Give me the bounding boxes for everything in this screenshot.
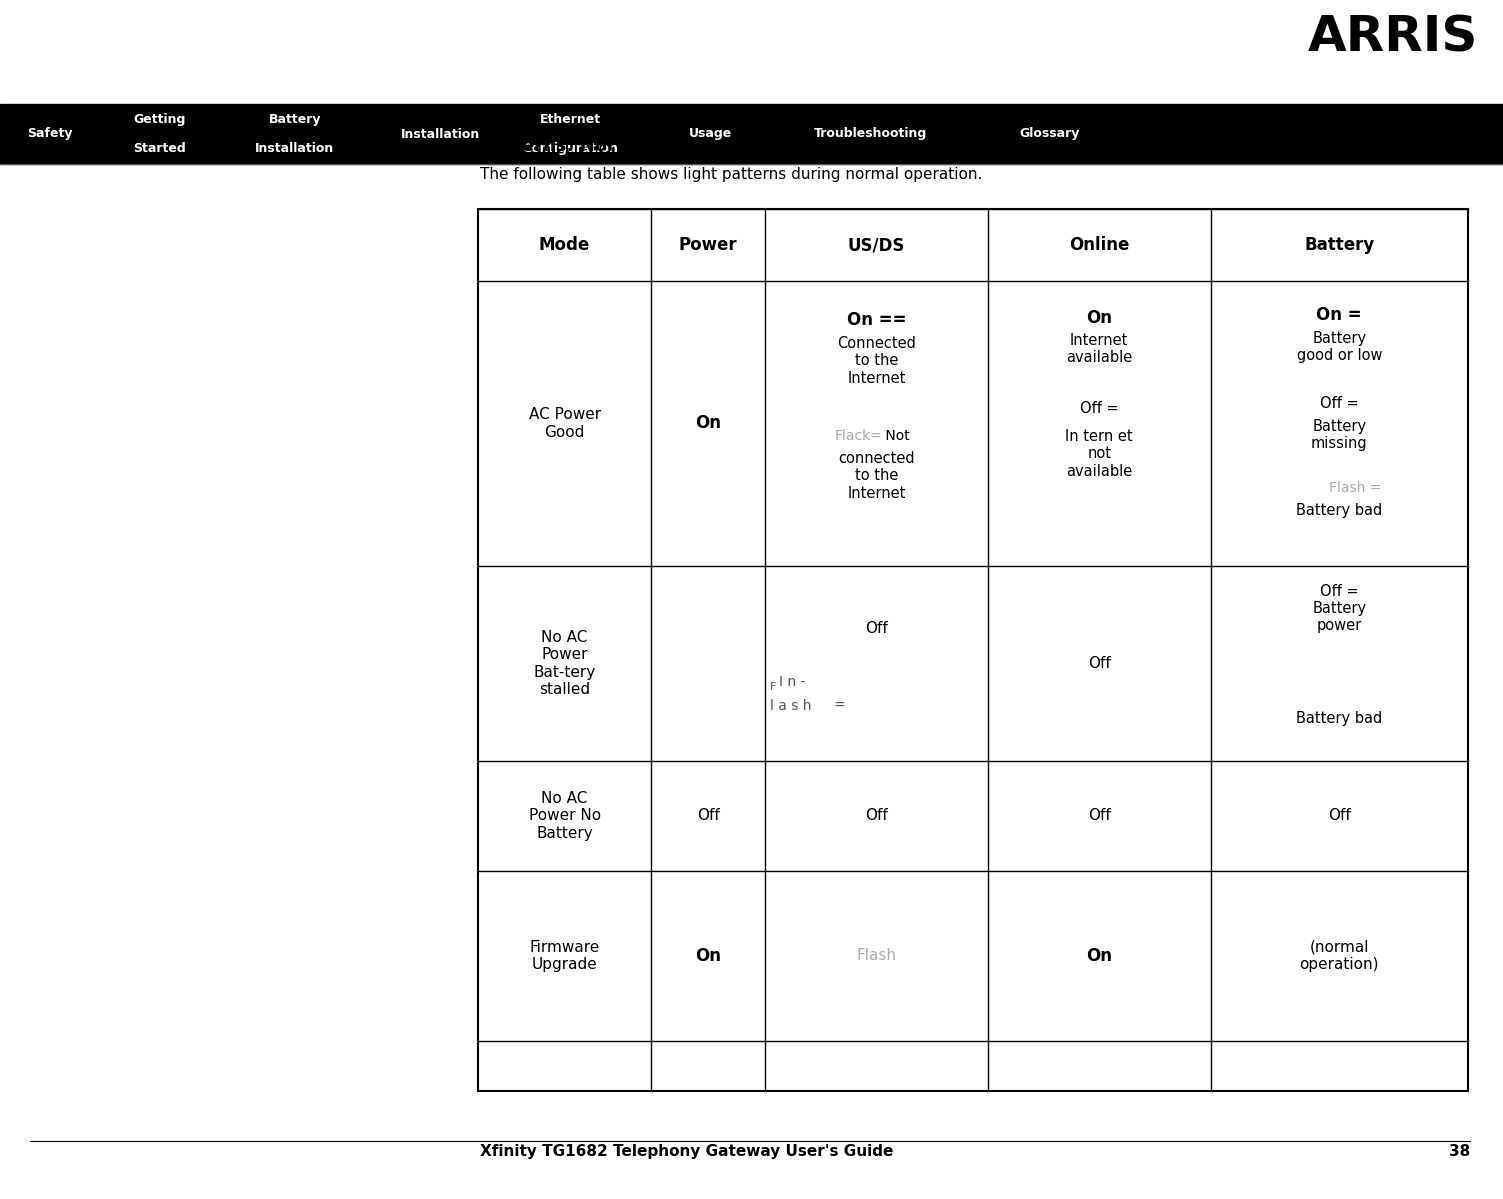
Text: Installation: Installation — [400, 127, 479, 140]
Bar — [478, 209, 1468, 1091]
Text: Installation: Installation — [256, 141, 335, 155]
Text: Online: Online — [1069, 236, 1129, 254]
Text: Off =: Off = — [1081, 400, 1118, 416]
Text: Battery: Battery — [269, 113, 322, 126]
Text: Battery
missing: Battery missing — [1311, 418, 1368, 451]
Text: Troubleshooting: Troubleshooting — [813, 127, 927, 140]
Text: No AC
Power
Bat-tery
stalled: No AC Power Bat-tery stalled — [534, 629, 595, 697]
Text: Off: Off — [1088, 808, 1111, 824]
Text: Glossary: Glossary — [1021, 127, 1081, 140]
Text: Off =: Off = — [1320, 396, 1359, 411]
Text: Off: Off — [1088, 656, 1111, 671]
Text: Getting: Getting — [134, 113, 186, 126]
Text: Usage: Usage — [688, 127, 732, 140]
Text: Off =
Battery
power: Off = Battery power — [1312, 584, 1366, 633]
Text: I n -: I n - — [779, 675, 806, 689]
Text: On: On — [696, 415, 721, 433]
Text: Patterns: Normal Operation (WAN and Battery): Patterns: Normal Operation (WAN and Batt… — [479, 137, 956, 155]
Text: Battery: Battery — [1305, 236, 1374, 254]
Text: Off: Off — [866, 808, 888, 824]
Text: Off: Off — [1329, 808, 1351, 824]
Text: Flash: Flash — [857, 948, 896, 964]
Text: Flash =: Flash = — [1329, 481, 1381, 495]
Text: On ==: On == — [846, 311, 906, 329]
Text: Battery bad: Battery bad — [1296, 504, 1383, 518]
Text: Internet
available: Internet available — [1066, 333, 1132, 366]
Text: Ethernet: Ethernet — [540, 113, 601, 126]
Text: Battery
good or low: Battery good or low — [1297, 331, 1383, 363]
Text: The following table shows light patterns during normal operation.: The following table shows light patterns… — [479, 167, 983, 182]
Text: On: On — [696, 947, 721, 965]
Text: F: F — [770, 681, 777, 692]
Text: In tern et
not
available: In tern et not available — [1066, 429, 1133, 478]
Text: US/DS: US/DS — [848, 236, 905, 254]
Text: connected
to the
Internet: connected to the Internet — [839, 451, 915, 501]
Text: Battery bad: Battery bad — [1296, 711, 1383, 727]
Text: (normal
operation): (normal operation) — [1300, 940, 1380, 972]
Text: On: On — [1087, 309, 1112, 327]
Text: =: = — [833, 699, 845, 712]
Text: AC Power
Good: AC Power Good — [529, 408, 601, 440]
Text: ARRIS: ARRIS — [1308, 14, 1477, 62]
Text: Flack=: Flack= — [834, 429, 882, 442]
Bar — [0, 104, 1503, 164]
Text: Firmware
Upgrade: Firmware Upgrade — [529, 940, 600, 972]
Text: Power: Power — [679, 236, 738, 254]
Text: Off: Off — [697, 808, 720, 824]
Text: Mode: Mode — [540, 236, 591, 254]
Text: Connected
to the
Internet: Connected to the Internet — [837, 336, 915, 386]
Text: Not: Not — [881, 429, 911, 442]
Text: On =: On = — [1317, 306, 1362, 324]
Text: Configuration: Configuration — [522, 141, 618, 155]
Text: 38: 38 — [1449, 1144, 1470, 1159]
Text: l a s h: l a s h — [770, 699, 812, 712]
Text: Off: Off — [866, 621, 888, 635]
Text: No AC
Power No
Battery: No AC Power No Battery — [529, 791, 601, 840]
Text: Started: Started — [134, 141, 186, 155]
Text: Safety: Safety — [27, 127, 72, 140]
Text: On: On — [1087, 947, 1112, 965]
Text: Xfinity TG1682 Telephony Gateway User's Guide: Xfinity TG1682 Telephony Gateway User's … — [479, 1144, 893, 1159]
